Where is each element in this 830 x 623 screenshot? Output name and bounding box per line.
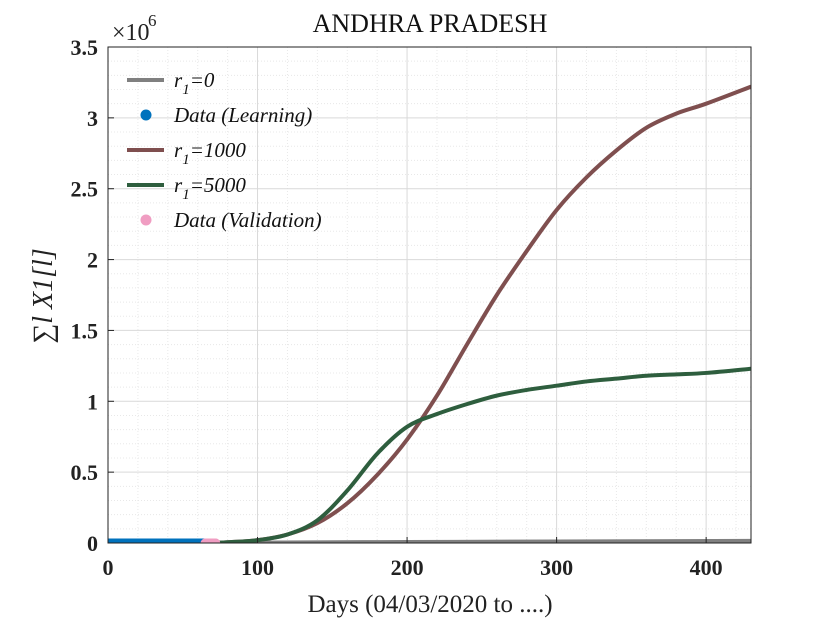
y-multiplier-base: ×10 <box>112 20 150 46</box>
y-tick-label: 3.5 <box>71 35 99 60</box>
data-point-data-learning <box>178 538 188 543</box>
x-tick-label: 400 <box>690 555 723 580</box>
data-point-data-learning <box>148 538 158 543</box>
data-point-data-learning <box>110 538 120 543</box>
legend-swatch <box>140 109 152 121</box>
data-point-data-learning <box>193 538 203 543</box>
ticks: 0 100 200 300 400 0 0.5 1 1.5 2 2.5 3 3.5 <box>71 35 723 580</box>
y-multiplier: ×10 6 <box>112 11 157 46</box>
legend: r1=0 Data (Learning) r1=1000 r1=5000 Data (V… <box>127 68 322 232</box>
series-line-r1-1000 <box>212 84 751 543</box>
y-tick-label: 0.5 <box>71 460 99 485</box>
data-point-data-learning <box>133 538 143 543</box>
x-tick-label: 0 <box>103 555 114 580</box>
y-tick-label: 2 <box>87 248 98 273</box>
legend-label: r1=0 <box>174 68 215 98</box>
legend-label: r1=1000 <box>174 138 246 168</box>
axes-box <box>107 46 752 544</box>
y-tick-label: 2.5 <box>71 177 99 202</box>
x-tick-label: 200 <box>391 555 424 580</box>
legend-label: r1=5000 <box>174 173 246 203</box>
data-point-data-learning <box>140 538 150 543</box>
y-axis-label-group: ∑l X1[l] <box>28 248 59 343</box>
data-point-data-validation <box>211 538 221 543</box>
y-tick-label: 3 <box>87 106 98 131</box>
data-point-data-learning <box>170 538 180 543</box>
data-point-data-learning <box>125 538 135 543</box>
y-tick-label: 1 <box>87 389 98 414</box>
x-tick-label: 300 <box>540 555 573 580</box>
data-point-data-learning <box>185 538 195 543</box>
y-axis-label: ∑l X1[l] <box>28 248 59 343</box>
chart-title: ANDHRA PRADESH <box>313 9 548 38</box>
series-line-r1-5000 <box>212 366 751 543</box>
legend-label: Data (Validation) <box>173 208 322 232</box>
y-multiplier-exponent: 6 <box>148 11 157 30</box>
x-tick-label: 100 <box>241 555 274 580</box>
legend-label: Data (Learning) <box>173 103 312 127</box>
x-axis-label: Days (04/03/2020 to ....) <box>307 591 552 618</box>
data-point-data-learning <box>118 538 128 543</box>
data-point-data-learning <box>163 538 173 543</box>
y-tick-label: 0 <box>87 531 98 556</box>
data-point-data-learning <box>155 538 165 543</box>
y-tick-label: 1.5 <box>71 318 99 343</box>
legend-swatch <box>140 214 152 226</box>
